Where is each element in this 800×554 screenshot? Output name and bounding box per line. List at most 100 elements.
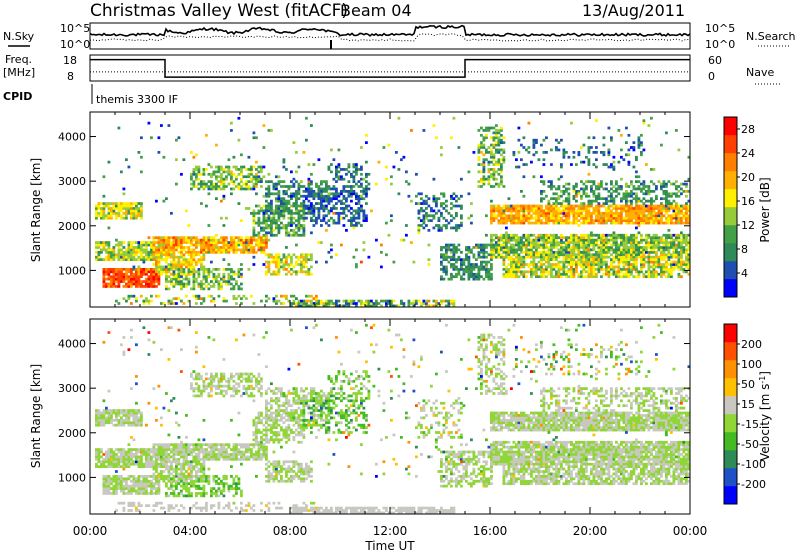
heatmap-cell [575, 241, 578, 244]
heatmap-cell [107, 272, 111, 276]
heatmap-cell [672, 233, 676, 237]
heatmap-cell [607, 148, 611, 152]
heatmap-cell [570, 258, 573, 261]
heatmap-cell [332, 192, 336, 196]
heatmap-cell [502, 141, 506, 144]
heatmap-cell [575, 216, 578, 220]
heatmap-cell [325, 221, 328, 225]
heatmap-cell [302, 304, 306, 308]
heatmap-cell [292, 221, 296, 225]
heatmap-cell [170, 268, 173, 271]
heatmap-cell [665, 243, 668, 247]
heatmap-cell [127, 297, 131, 300]
heatmap-cell [427, 263, 431, 266]
heatmap-cell [192, 265, 196, 269]
heatmap-cell [365, 133, 368, 137]
heatmap-cell [207, 192, 211, 196]
heatmap-cell [320, 241, 323, 244]
heatmap-cell [330, 255, 333, 259]
heatmap-cell [687, 216, 691, 220]
heatmap-cell [165, 260, 168, 264]
heatmap-cell [592, 253, 596, 257]
heatmap-cell [145, 243, 148, 247]
heatmap-cell [620, 209, 623, 213]
heatmap-cell [182, 268, 186, 271]
heatmap-cell [145, 248, 148, 252]
heatmap-cell [265, 180, 268, 183]
heatmap-cell [260, 241, 263, 244]
colorbar-swatch [724, 207, 737, 226]
heatmap-cell [420, 192, 423, 196]
heatmap-cell [190, 177, 193, 181]
heatmap-cell [510, 270, 513, 274]
heatmap-cell [615, 233, 618, 237]
heatmap-cell [612, 160, 616, 164]
heatmap-cell [435, 211, 438, 215]
heatmap-cell [295, 270, 298, 274]
heatmap-cell [495, 204, 498, 208]
heatmap-cell [352, 163, 356, 166]
heatmap-cell [572, 151, 576, 154]
heatmap-cell [262, 175, 266, 179]
heatmap-cell [280, 258, 283, 261]
heatmap-cell [300, 255, 303, 259]
heatmap-cell [207, 163, 211, 166]
heatmap-cell [427, 219, 431, 222]
heatmap-cell [500, 175, 503, 179]
heatmap-cell [172, 302, 176, 305]
heatmap-cell [497, 253, 501, 257]
heatmap-cell [567, 250, 571, 254]
heatmap-cell [355, 221, 358, 225]
heatmap-cell [317, 158, 321, 162]
heatmap-cell [300, 194, 303, 198]
heatmap-cell [655, 243, 658, 247]
heatmap-cell [210, 180, 213, 183]
heatmap-cell [542, 268, 546, 271]
heatmap-cell [562, 241, 566, 244]
heatmap-cell [490, 185, 493, 188]
heatmap-cell [277, 194, 281, 198]
heatmap-cell [580, 216, 583, 220]
heatmap-cell [162, 250, 166, 254]
heatmap-cell [130, 285, 133, 288]
heatmap-cell [647, 275, 651, 279]
heatmap-cell [352, 190, 356, 193]
heatmap-cell [650, 270, 653, 274]
heatmap-cell [252, 221, 256, 225]
heatmap-cell [260, 236, 263, 240]
heatmap-cell [300, 202, 303, 205]
heatmap-cell [320, 224, 323, 227]
heatmap-cell [297, 190, 301, 193]
heatmap-cell [197, 272, 201, 276]
heatmap-cell [615, 194, 618, 198]
heatmap-cell [660, 143, 663, 147]
heatmap-cell [497, 219, 501, 222]
heatmap-cell [272, 258, 276, 261]
heatmap-cell [597, 263, 601, 266]
heatmap-cell [260, 209, 263, 213]
heatmap-cell [535, 270, 538, 274]
heatmap-cell [642, 253, 646, 257]
heatmap-cell [515, 253, 518, 257]
heatmap-cell [330, 243, 333, 247]
heatmap-cell [675, 180, 678, 183]
heatmap-cell [632, 248, 636, 252]
heatmap-cell [675, 248, 678, 252]
heatmap-cell [660, 216, 663, 220]
heatmap-cell [645, 163, 648, 166]
heatmap-cell [177, 280, 181, 283]
heatmap-cell [327, 299, 331, 303]
heatmap-cell [142, 241, 146, 244]
heatmap-cell [252, 238, 256, 242]
heatmap-cell [147, 121, 151, 125]
heatmap-cell [640, 204, 643, 208]
heatmap-cell [600, 241, 603, 244]
heatmap-cell [197, 260, 201, 264]
heatmap-cell [492, 207, 496, 210]
heatmap-cell [205, 236, 208, 240]
heatmap-cell [167, 275, 171, 279]
heatmap-cell [360, 224, 363, 227]
heatmap-cell [597, 209, 601, 213]
heatmap-cell [297, 299, 301, 303]
heatmap-cell [652, 233, 656, 237]
